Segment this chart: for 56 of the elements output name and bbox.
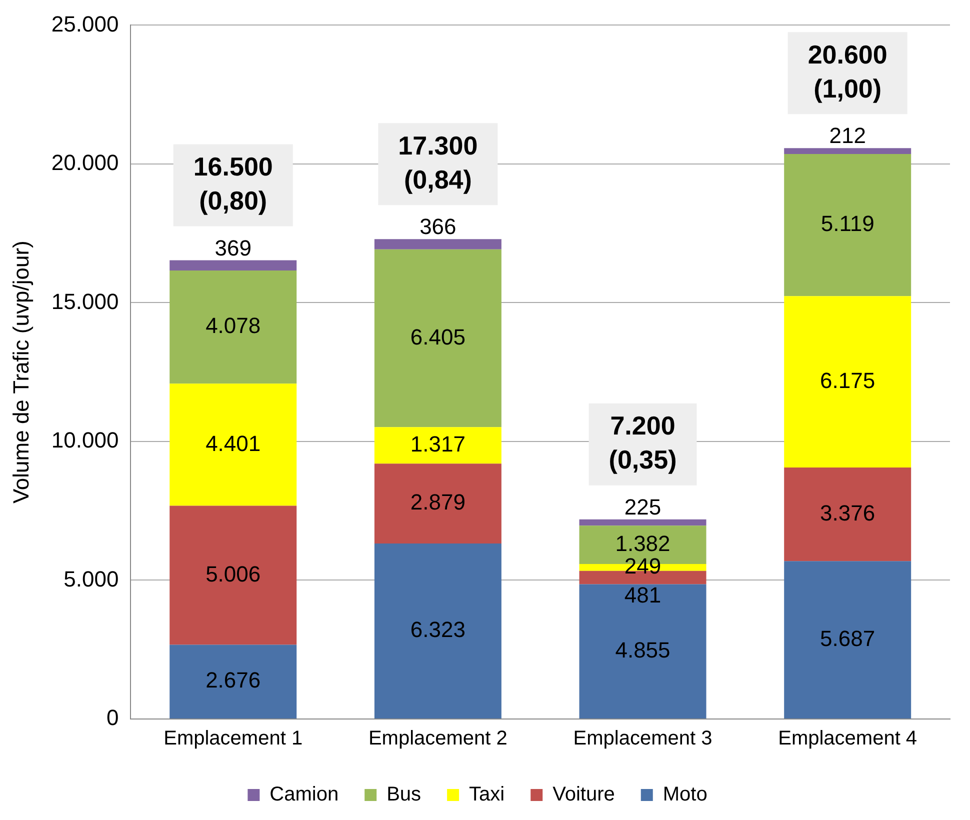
legend-label: Moto — [662, 784, 708, 806]
data-label: 4.401 — [206, 430, 261, 456]
y-tick-label: 15.000 — [51, 288, 119, 314]
bar — [579, 584, 706, 718]
legend-label: Voiture — [552, 784, 615, 806]
total-label: 17.300 (0,84) — [398, 130, 478, 194]
y-tick-label: 5.000 — [64, 566, 119, 592]
legend-label: Bus — [386, 784, 422, 806]
bar — [374, 427, 502, 464]
data-label: 212 — [829, 123, 866, 148]
data-label: 225 — [624, 494, 662, 520]
bar — [170, 270, 297, 384]
data-label: 5.006 — [206, 561, 261, 586]
data-label: 6.323 — [410, 617, 466, 642]
data-label: 6.175 — [820, 368, 876, 393]
y-tick-label: 20.000 — [51, 150, 119, 176]
data-label: 369 — [214, 235, 252, 260]
bar — [784, 154, 912, 296]
total-label: 16.500 (0,80) — [193, 151, 273, 216]
bar — [784, 561, 912, 718]
bar — [579, 519, 706, 526]
data-label: 366 — [420, 214, 456, 240]
data-label: 5.119 — [820, 211, 874, 236]
data-label: 1.317 — [410, 431, 466, 456]
y-tick-label: 25.000 — [51, 11, 119, 36]
x-tick-label: Emplacement 1 — [164, 728, 303, 750]
data-label: 2.879 — [410, 490, 466, 515]
x-tick-label: Emplacement 2 — [368, 728, 508, 750]
legend-label: Taxi — [469, 784, 505, 806]
bar — [374, 249, 502, 428]
bar — [170, 644, 297, 718]
bar — [374, 464, 502, 544]
bar — [374, 239, 502, 250]
data-label: 5.687 — [820, 626, 876, 651]
data-label: 3.376 — [820, 500, 876, 526]
bar — [170, 384, 297, 506]
y-tick-label: 0 — [106, 705, 119, 730]
y-tick-label: 10.000 — [51, 428, 119, 453]
legend-label: Camion — [270, 784, 339, 806]
total-label: 20.600 (1,00) — [808, 39, 888, 104]
data-label: 2.676 — [206, 668, 261, 693]
data-label: 6.405 — [410, 324, 466, 350]
total-label: 7.200 (0,35) — [608, 410, 677, 475]
bar — [170, 260, 297, 270]
bar — [784, 467, 912, 562]
x-tick-label: Emplacement 3 — [573, 728, 712, 750]
bar — [784, 148, 912, 154]
data-label: 4.078 — [206, 313, 261, 338]
y-axis-title: Volume de Trafic (uvp/jour) — [8, 240, 34, 504]
bar — [170, 506, 297, 645]
bar — [784, 296, 912, 468]
bar — [374, 544, 502, 718]
data-label: 481 — [624, 582, 662, 608]
data-label: 1.382 — [615, 530, 670, 556]
x-tick-label: Emplacement 4 — [778, 728, 918, 750]
data-label: 4.855 — [615, 637, 670, 662]
